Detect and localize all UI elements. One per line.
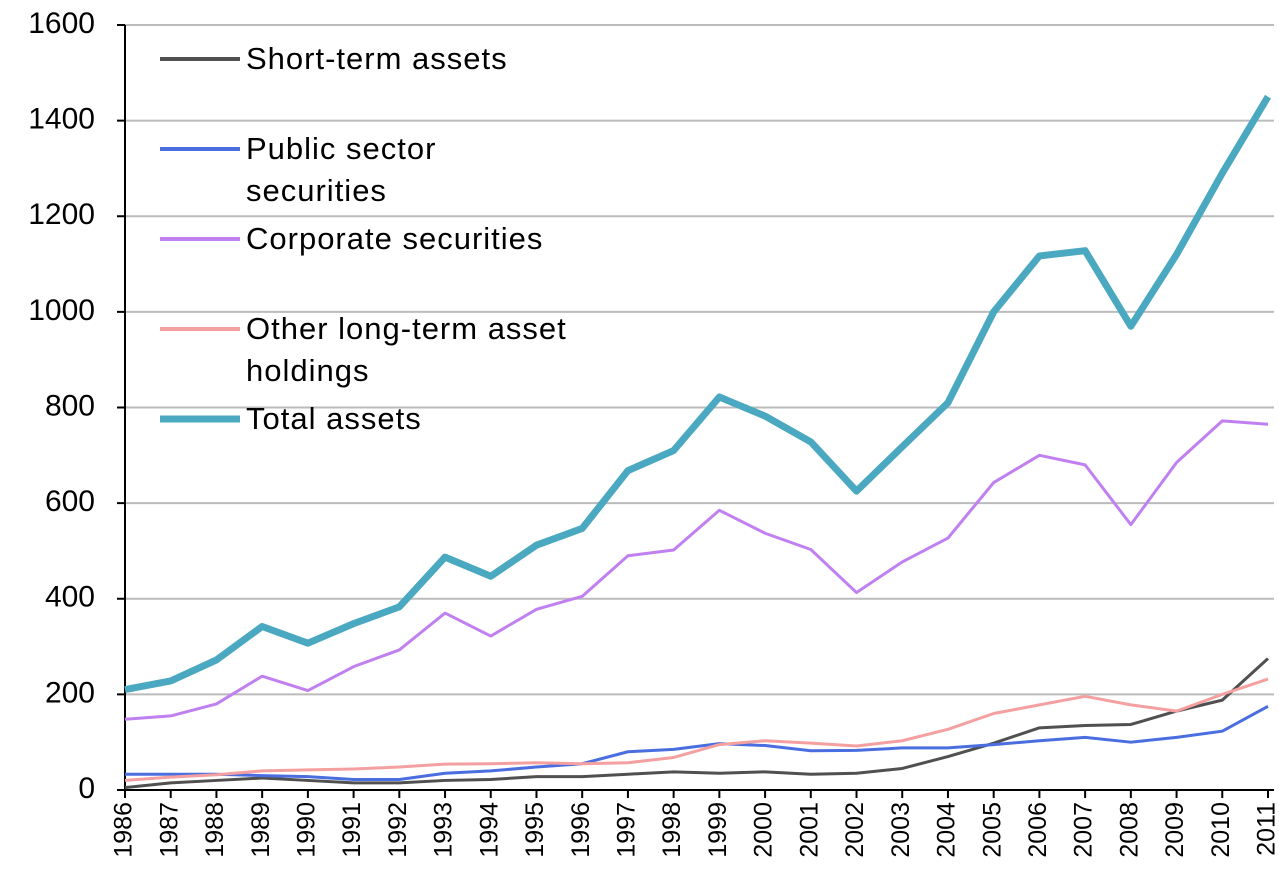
x-tick-label: 1992 — [384, 802, 412, 858]
legend-label: Corporate securities — [246, 221, 544, 256]
series-line — [124, 657, 1270, 790]
legend-item: Public sector securities — [160, 128, 576, 212]
series-line — [124, 94, 1272, 694]
y-tick-label: 0 — [78, 772, 95, 805]
legend-label: Public sector securities — [246, 131, 437, 208]
legend-label: Total assets — [246, 401, 422, 436]
x-tick-label: 2010 — [1207, 802, 1235, 858]
x-tick-label: 1996 — [567, 802, 595, 858]
y-tick-label: 1000 — [28, 294, 95, 327]
y-tick-label: 800 — [45, 389, 95, 422]
y-tick-label: 1400 — [28, 103, 95, 136]
x-tick-label: 2003 — [887, 802, 915, 858]
x-tick-label: 2004 — [933, 802, 961, 858]
x-tick-label: 1997 — [613, 802, 641, 858]
x-tick-label: 1986 — [110, 802, 138, 858]
x-tick-label: 1991 — [338, 802, 366, 858]
x-tick-label: 1990 — [292, 802, 320, 858]
legend-swatch-box — [160, 415, 240, 423]
x-tick-label: 1988 — [201, 802, 229, 858]
x-tick-label: 2000 — [750, 802, 778, 858]
series-line — [124, 677, 1269, 782]
y-tick-label: 400 — [45, 581, 95, 614]
y-tick-label: 1600 — [28, 7, 95, 40]
x-tick-label: 2008 — [1115, 802, 1143, 858]
y-tick-label: 600 — [45, 485, 95, 518]
y-tick-label: 1200 — [28, 198, 95, 231]
legend-label: Short-term assets — [246, 41, 508, 76]
x-tick-label: 2001 — [795, 802, 823, 858]
legend-item: Corporate securities — [160, 218, 576, 260]
x-tick-label: 1998 — [658, 802, 686, 858]
series-line — [124, 419, 1269, 721]
legend-item: Other long-term asset holdings — [160, 308, 576, 392]
series-line — [125, 705, 1269, 781]
legend-item: Short-term assets — [160, 38, 576, 80]
x-tick-label: 2011 — [1253, 802, 1279, 856]
legend-label: Other long-term asset holdings — [246, 311, 567, 388]
x-tick-label: 1993 — [430, 802, 458, 858]
y-tick-label: 200 — [45, 676, 95, 709]
x-tick-label: 2002 — [841, 802, 869, 858]
legend-swatch-box — [160, 147, 240, 151]
legend-swatch-box — [160, 237, 240, 241]
x-tick-label: 1994 — [475, 802, 503, 858]
legend-swatch-box — [160, 327, 240, 331]
x-tick-label: 1995 — [521, 802, 549, 858]
legend-item: Total assets — [160, 398, 576, 440]
x-tick-label: 2005 — [978, 802, 1006, 858]
x-tick-label: 1999 — [704, 802, 732, 858]
x-tick-label: 2006 — [1024, 802, 1052, 858]
x-tick-label: 1989 — [247, 802, 275, 858]
x-tick-label: 2007 — [1070, 802, 1098, 858]
x-tick-label: 2009 — [1161, 802, 1189, 858]
x-tick-label: 1987 — [155, 802, 183, 858]
legend-swatch-box — [160, 57, 240, 61]
